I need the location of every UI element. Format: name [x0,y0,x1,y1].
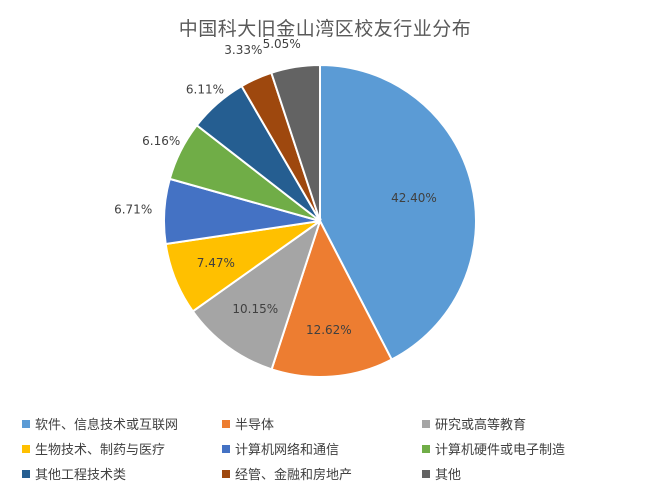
legend-item: 研究或高等教育 [422,414,632,433]
legend-label: 生物技术、制药与医疗 [35,443,166,458]
data-label: 5.05% [263,37,301,51]
legend-item: 其他 [422,464,632,483]
pie-slice [270,218,394,378]
legend-label: 半导体 [235,418,275,433]
legend-swatch [22,444,30,453]
legend-item: 其他工程技术类 [22,464,222,483]
legend-swatch [22,419,30,428]
data-label: 6.71% [114,202,152,216]
data-label: 10.15% [232,302,278,316]
data-label: 3.33% [224,43,262,57]
legend-label: 软件、信息技术或互联网 [35,418,179,433]
legend-item: 计算机硬件或电子制造 [422,439,632,458]
legend-item: 软件、信息技术或互联网 [22,414,222,433]
pie-slice [270,63,321,222]
legend-swatch [422,419,430,428]
legend-label: 研究或高等教育 [435,418,527,433]
data-label: 42.40% [391,191,437,205]
legend-label: 计算机网络和通信 [235,443,340,458]
pie-slice [319,63,477,361]
legend-swatch [22,469,30,478]
legend-swatch [422,469,430,478]
legend-label: 经管、金融和房地产 [235,468,353,483]
legend-item: 半导体 [222,414,422,433]
pie-slice [191,218,322,371]
data-label: 7.47% [197,256,235,270]
legend-swatch [222,419,230,428]
legend-item: 生物技术、制药与医疗 [22,439,222,458]
chart-title: 中国科大旧金山湾区校友行业分布 [178,18,472,40]
pie-chart: 42.40% 12.62% 10.15% 7.47% 6.71% 6.16% 6.11% 3.… [114,37,477,378]
legend-label: 其他 [435,468,462,483]
legend-label: 计算机硬件或电子制造 [435,443,566,458]
legend-swatch [222,469,230,478]
data-label: 6.11% [186,82,224,96]
legend-swatch [422,444,430,453]
data-label: 6.16% [142,134,180,148]
legend-item: 经管、金融和房地产 [222,464,422,483]
legend-label: 其他工程技术类 [35,468,127,483]
legend: 软件、信息技术或互联网 半导体 研究或高等教育生物技术、制药与医疗 计算机网络和通信 计… [22,414,632,483]
legend-swatch [222,444,230,453]
data-label: 12.62% [306,323,352,337]
legend-item: 计算机网络和通信 [222,439,422,458]
